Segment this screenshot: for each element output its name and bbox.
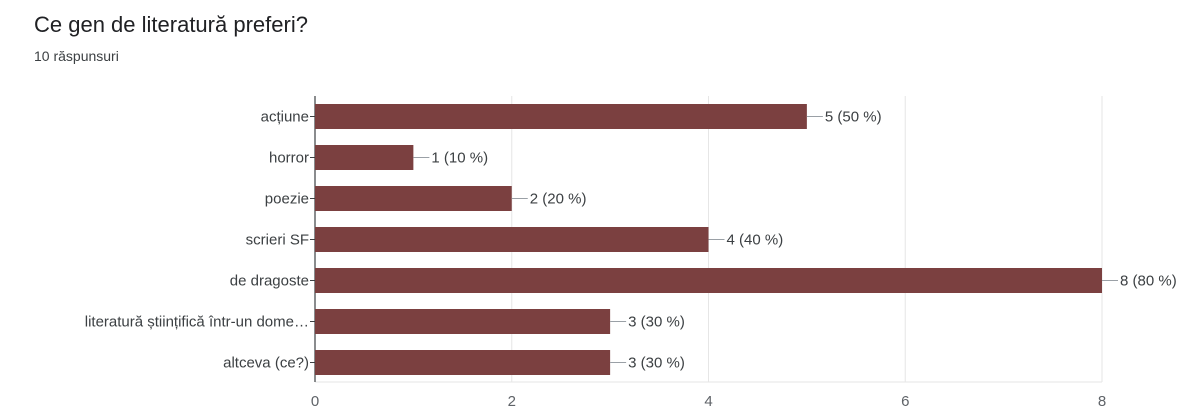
x-tick-label: 2 bbox=[508, 393, 516, 408]
data-label: 4 (40 %) bbox=[727, 232, 784, 249]
bar bbox=[315, 227, 709, 252]
category-label: scrieri SF bbox=[246, 232, 309, 249]
x-tick-label: 0 bbox=[311, 393, 319, 408]
bar bbox=[315, 186, 512, 211]
data-label: 3 (30 %) bbox=[628, 355, 685, 372]
x-tick-label: 8 bbox=[1098, 393, 1106, 408]
data-label: 5 (50 %) bbox=[825, 109, 882, 126]
category-label: horror bbox=[269, 150, 309, 167]
data-label: 3 (30 %) bbox=[628, 314, 685, 331]
question-title: Ce gen de literatură preferi? bbox=[34, 12, 308, 37]
x-tick-label: 4 bbox=[704, 393, 712, 408]
category-label: acțiune bbox=[261, 109, 309, 126]
bar bbox=[315, 350, 611, 375]
data-label: 2 (20 %) bbox=[530, 191, 587, 208]
bar bbox=[315, 309, 611, 334]
x-tick-label: 6 bbox=[901, 393, 909, 408]
bar bbox=[315, 268, 1102, 293]
bar bbox=[315, 104, 807, 129]
response-count: 10 răspunsuri bbox=[34, 48, 119, 64]
bar bbox=[315, 145, 414, 170]
category-label: literatură științifică într-un dome… bbox=[85, 314, 309, 331]
category-label: de dragoste bbox=[230, 273, 309, 290]
data-label: 8 (80 %) bbox=[1120, 273, 1177, 290]
label-layer: 0 2 4 6 8 acțiune 5 (50 %) horror 1 (10 %) poezie… bbox=[85, 109, 1177, 408]
data-label: 1 (10 %) bbox=[431, 150, 488, 167]
category-label: altceva (ce?) bbox=[223, 355, 309, 372]
category-label: poezie bbox=[265, 191, 309, 208]
bar-layer bbox=[315, 104, 1102, 375]
